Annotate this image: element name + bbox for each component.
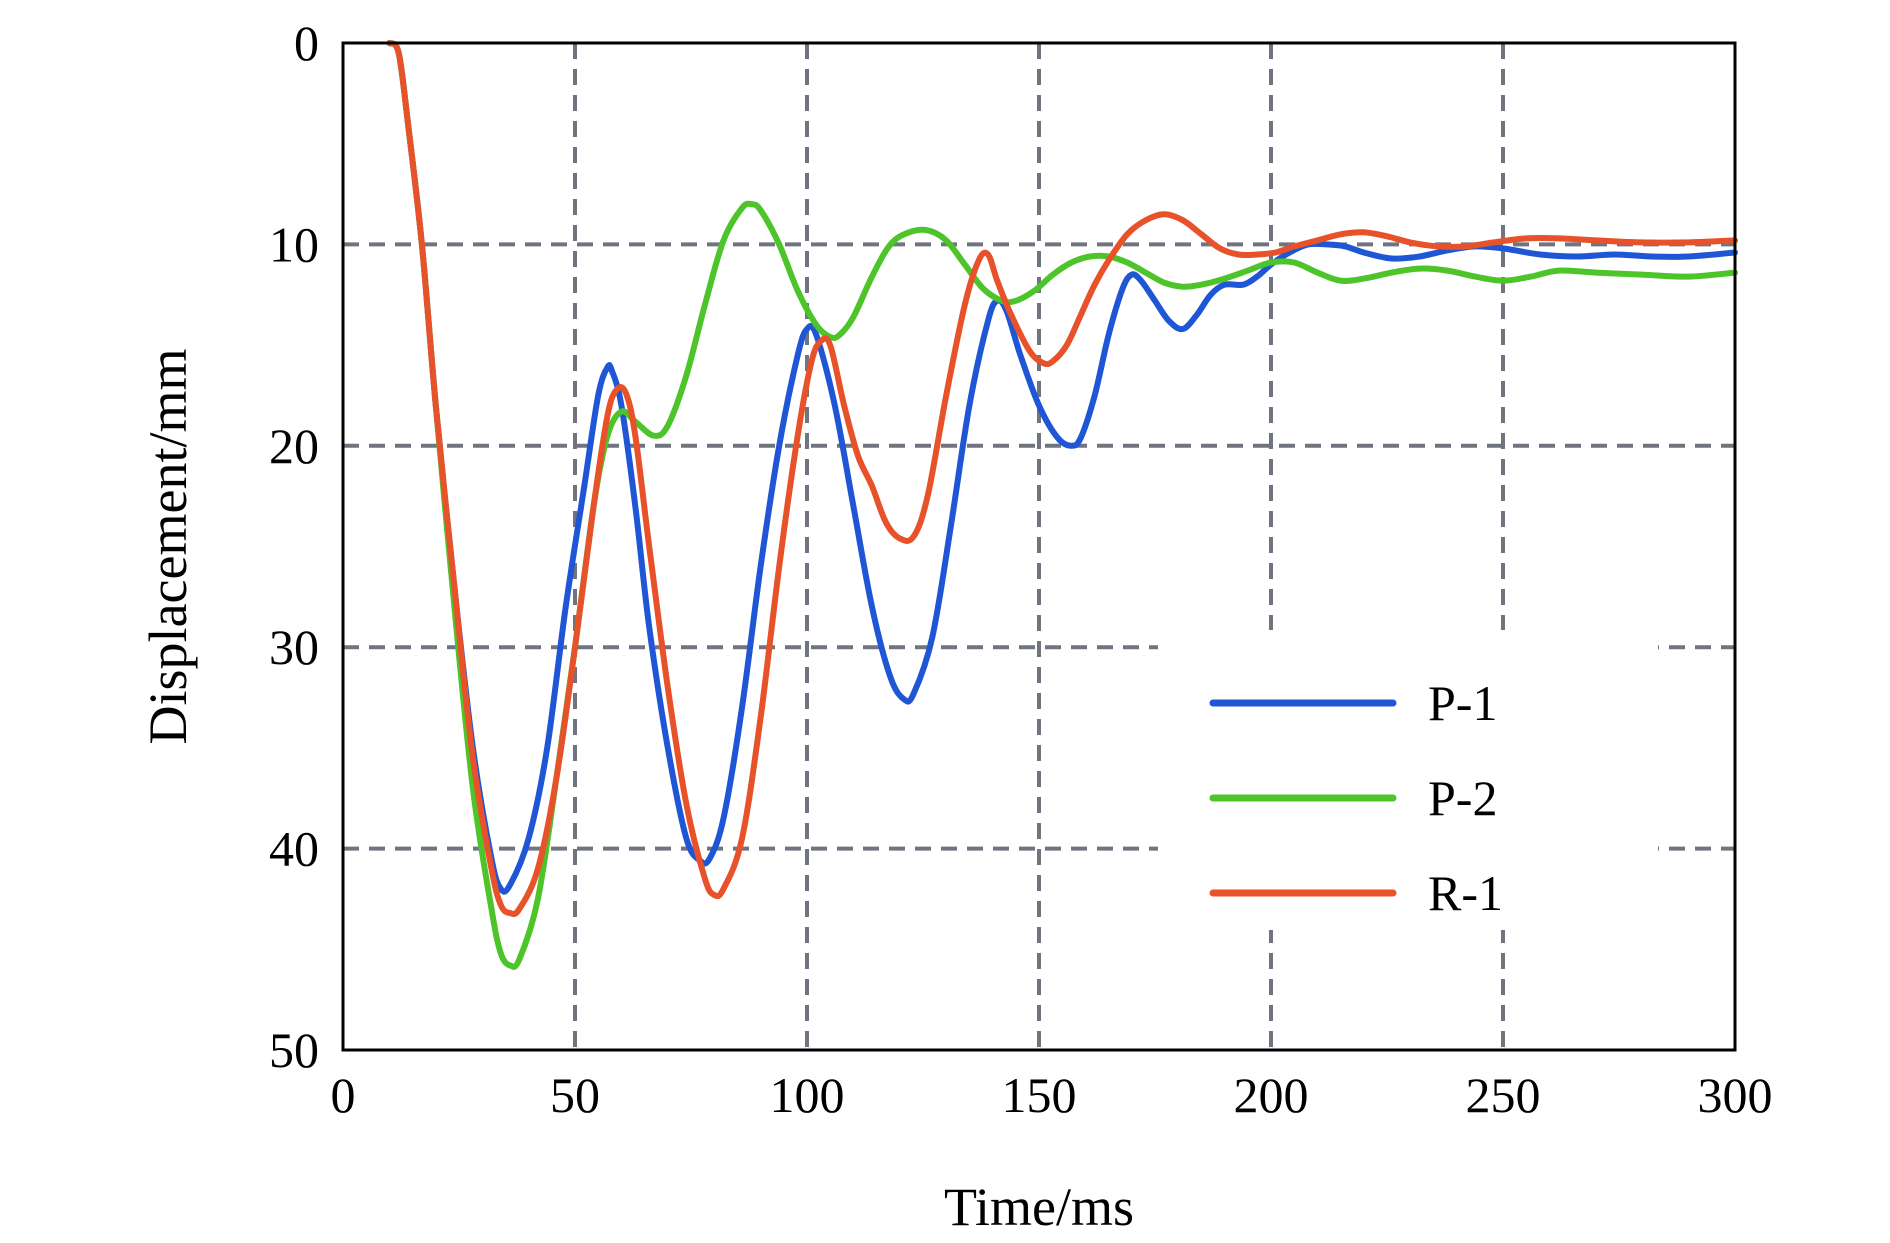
y-axis-title: Displacement/mm (138, 349, 198, 745)
y-tick-label: 30 (269, 619, 319, 675)
x-tick-label: 100 (770, 1067, 845, 1123)
legend-background (1158, 630, 1658, 930)
y-axis-ticks: 0 10 20 30 40 50 (269, 15, 319, 1078)
y-tick-label: 20 (269, 418, 319, 474)
plot-frame (341, 41, 1737, 1052)
y-tick-label: 50 (269, 1022, 319, 1078)
x-tick-label: 250 (1466, 1067, 1541, 1123)
x-tick-label: 0 (331, 1067, 356, 1123)
x-axis-title: Time/ms (944, 1177, 1134, 1237)
x-axis-ticks: 0 50 100 150 200 250 300 (331, 1067, 1773, 1123)
y-tick-label: 40 (269, 821, 319, 877)
legend: P-1 P-2 R-1 (1209, 675, 1503, 921)
x-tick-label: 300 (1698, 1067, 1773, 1123)
legend-label: R-1 (1428, 865, 1503, 921)
x-tick-label: 200 (1234, 1067, 1309, 1123)
series-lines (386, 40, 1738, 970)
x-tick-label: 150 (1002, 1067, 1077, 1123)
legend-label: P-2 (1428, 770, 1497, 826)
series-line-p-2 (386, 40, 1738, 970)
y-tick-label: 10 (269, 216, 319, 272)
y-tick-label: 0 (294, 15, 319, 71)
legend-label: P-1 (1428, 675, 1497, 731)
x-tick-label: 50 (550, 1067, 600, 1123)
series-line-r-1 (386, 40, 1738, 918)
